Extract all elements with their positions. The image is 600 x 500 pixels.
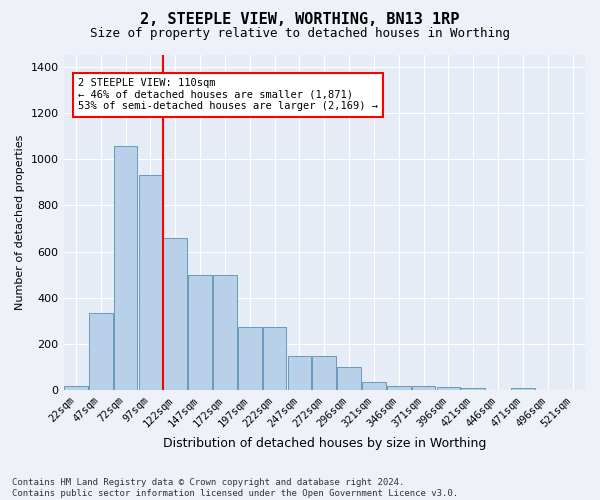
Bar	[461, 388, 485, 390]
Bar	[163, 238, 187, 390]
Bar	[287, 356, 311, 390]
Bar	[89, 313, 113, 390]
Text: Size of property relative to detached houses in Worthing: Size of property relative to detached ho…	[90, 28, 510, 40]
Bar	[114, 146, 137, 390]
Text: 2, STEEPLE VIEW, WORTHING, BN13 1RP: 2, STEEPLE VIEW, WORTHING, BN13 1RP	[140, 12, 460, 28]
Bar	[313, 356, 336, 390]
Bar	[139, 175, 162, 390]
Text: Contains HM Land Registry data © Crown copyright and database right 2024.
Contai: Contains HM Land Registry data © Crown c…	[12, 478, 458, 498]
Bar	[437, 387, 460, 390]
Bar	[188, 274, 212, 390]
Y-axis label: Number of detached properties: Number of detached properties	[15, 135, 25, 310]
Bar	[213, 274, 237, 390]
X-axis label: Distribution of detached houses by size in Worthing: Distribution of detached houses by size …	[163, 437, 486, 450]
Bar	[238, 326, 262, 390]
Bar	[337, 367, 361, 390]
Bar	[64, 386, 88, 390]
Bar	[511, 388, 535, 390]
Text: 2 STEEPLE VIEW: 110sqm
← 46% of detached houses are smaller (1,871)
53% of semi-: 2 STEEPLE VIEW: 110sqm ← 46% of detached…	[78, 78, 378, 112]
Bar	[387, 386, 410, 390]
Bar	[263, 326, 286, 390]
Bar	[362, 382, 386, 390]
Bar	[412, 386, 436, 390]
